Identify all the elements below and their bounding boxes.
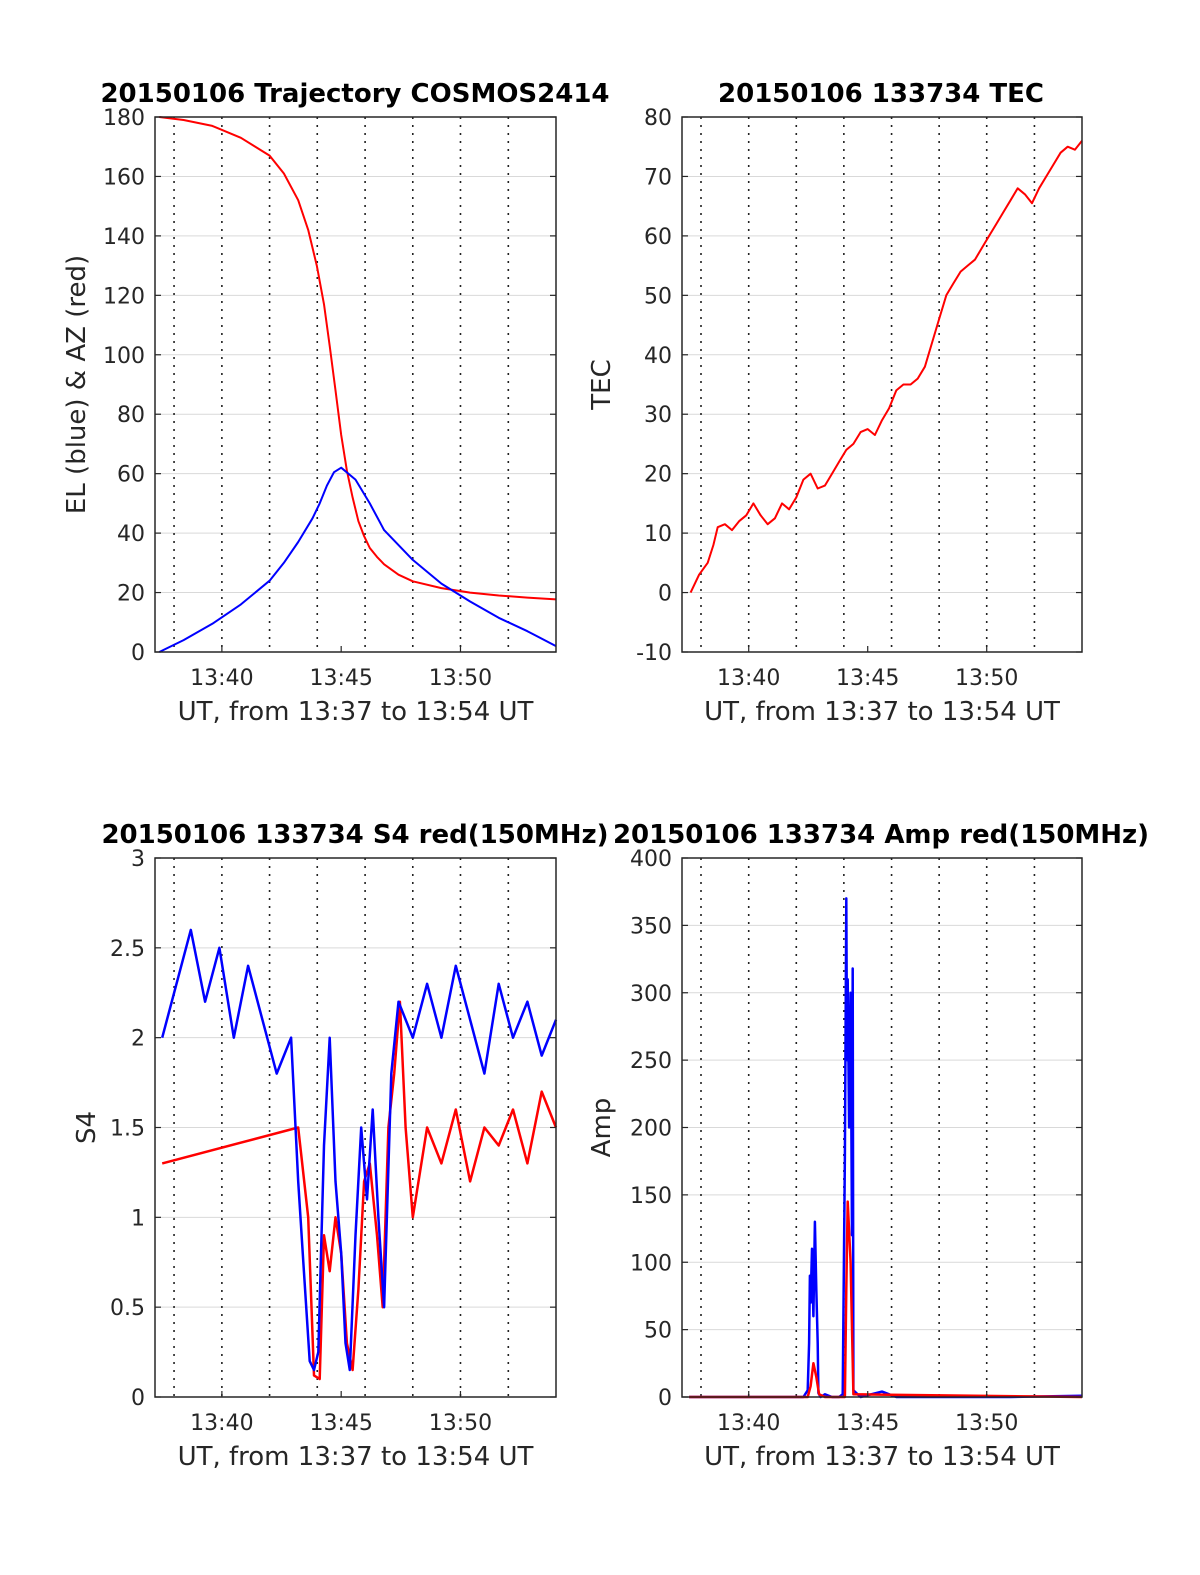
chart-title: 20150106 Trajectory COSMOS2414 (100, 79, 609, 109)
y-tick-label: 300 (630, 982, 672, 1007)
x-tick-label: 13:40 (717, 1411, 780, 1436)
x-tick-label: 13:45 (309, 666, 372, 691)
x-tick-label: 13:40 (190, 1411, 253, 1436)
y-tick-label: 100 (630, 1251, 672, 1276)
y-tick-label: 30 (644, 403, 672, 428)
y-tick-label: 80 (644, 106, 672, 131)
s4-panel: 0 0.5 1 1.5 2 2.5 3 13:40 13:45 13:50 20150106 133… (72, 820, 609, 1472)
y-tick-label: 250 (630, 1049, 672, 1074)
y-tick-label: 1 (131, 1206, 145, 1231)
y-tick-label: 20 (644, 463, 672, 488)
x-tick-label: 13:40 (190, 666, 253, 691)
x-axis-label: UT, from 13:37 to 13:54 UT (704, 1442, 1060, 1472)
amp-panel: 0 50 100 150 200 250 300 350 400 13:40 13:45 13:50 2… (587, 820, 1149, 1472)
s4-series-blue (160, 928, 558, 1372)
y-tick-label: 0 (131, 641, 145, 666)
trajectory-series-blue (158, 466, 557, 653)
y-tick-label: 40 (644, 344, 672, 369)
y-tick-label: 20 (117, 582, 145, 607)
trajectory-panel: 0 20 40 60 80 100 120 140 160 180 13:40 13:45 13:50 2… (62, 79, 610, 727)
y-tick-label: 400 (630, 847, 672, 872)
y-tick-label: -10 (636, 641, 672, 666)
y-tick-label: 50 (644, 284, 672, 309)
x-tick-label: 13:50 (955, 666, 1018, 691)
y-tick-label: 200 (630, 1117, 672, 1142)
y-tick-label: 40 (117, 522, 145, 547)
y-tick-label: 160 (103, 165, 145, 190)
x-tick-label: 13:50 (429, 666, 492, 691)
s4-series-red (161, 1000, 558, 1381)
y-tick-label: 10 (644, 522, 672, 547)
x-axis-label: UT, from 13:37 to 13:54 UT (178, 697, 534, 727)
y-tick-label: 1.5 (110, 1117, 145, 1142)
plot-frame (681, 116, 1083, 653)
y-tick-label: 60 (644, 225, 672, 250)
y-tick-label: 2.5 (110, 937, 145, 962)
x-tick-label: 13:40 (717, 666, 780, 691)
y-tick-label: 0 (131, 1386, 145, 1411)
y-axis-label: EL (blue) & AZ (red) (62, 255, 92, 514)
tec-panel: -10 0 10 20 30 40 50 60 70 80 13:40 13:45 13:50 20150… (587, 79, 1083, 727)
y-tick-label: 120 (103, 284, 145, 309)
y-tick-label: 350 (630, 914, 672, 939)
y-tick-label: 3 (131, 847, 145, 872)
y-axis-label: S4 (72, 1111, 102, 1144)
y-tick-label: 0 (658, 582, 672, 607)
chart-title: 20150106 133734 S4 red(150MHz) (101, 820, 608, 850)
y-tick-label: 60 (117, 463, 145, 488)
chart-title: 20150106 133734 TEC (718, 79, 1044, 109)
y-tick-label: 140 (103, 225, 145, 250)
y-axis-label: Amp (587, 1098, 617, 1158)
y-tick-label: 0.5 (110, 1296, 145, 1321)
chart-title: 20150106 133734 Amp red(150MHz) (613, 820, 1149, 850)
x-tick-label: 13:45 (836, 1411, 899, 1436)
y-tick-label: 150 (630, 1184, 672, 1209)
y-tick-label: 50 (644, 1319, 672, 1344)
x-axis-label: UT, from 13:37 to 13:54 UT (704, 697, 1060, 727)
y-tick-label: 0 (658, 1386, 672, 1411)
y-tick-label: 2 (131, 1027, 145, 1052)
y-tick-label: 70 (644, 165, 672, 190)
y-axis-label: TEC (587, 359, 617, 410)
plot-frame (154, 116, 557, 653)
x-tick-label: 13:45 (309, 1411, 372, 1436)
x-tick-label: 13:50 (955, 1411, 1018, 1436)
y-tick-label: 180 (103, 106, 145, 131)
y-tick-label: 100 (103, 344, 145, 369)
y-tick-label: 80 (117, 403, 145, 428)
trajectory-series-red (159, 116, 557, 601)
tec-series-red (689, 140, 1083, 594)
x-axis-label: UT, from 13:37 to 13:54 UT (178, 1442, 534, 1472)
x-tick-label: 13:45 (836, 666, 899, 691)
x-tick-label: 13:50 (429, 1411, 492, 1436)
